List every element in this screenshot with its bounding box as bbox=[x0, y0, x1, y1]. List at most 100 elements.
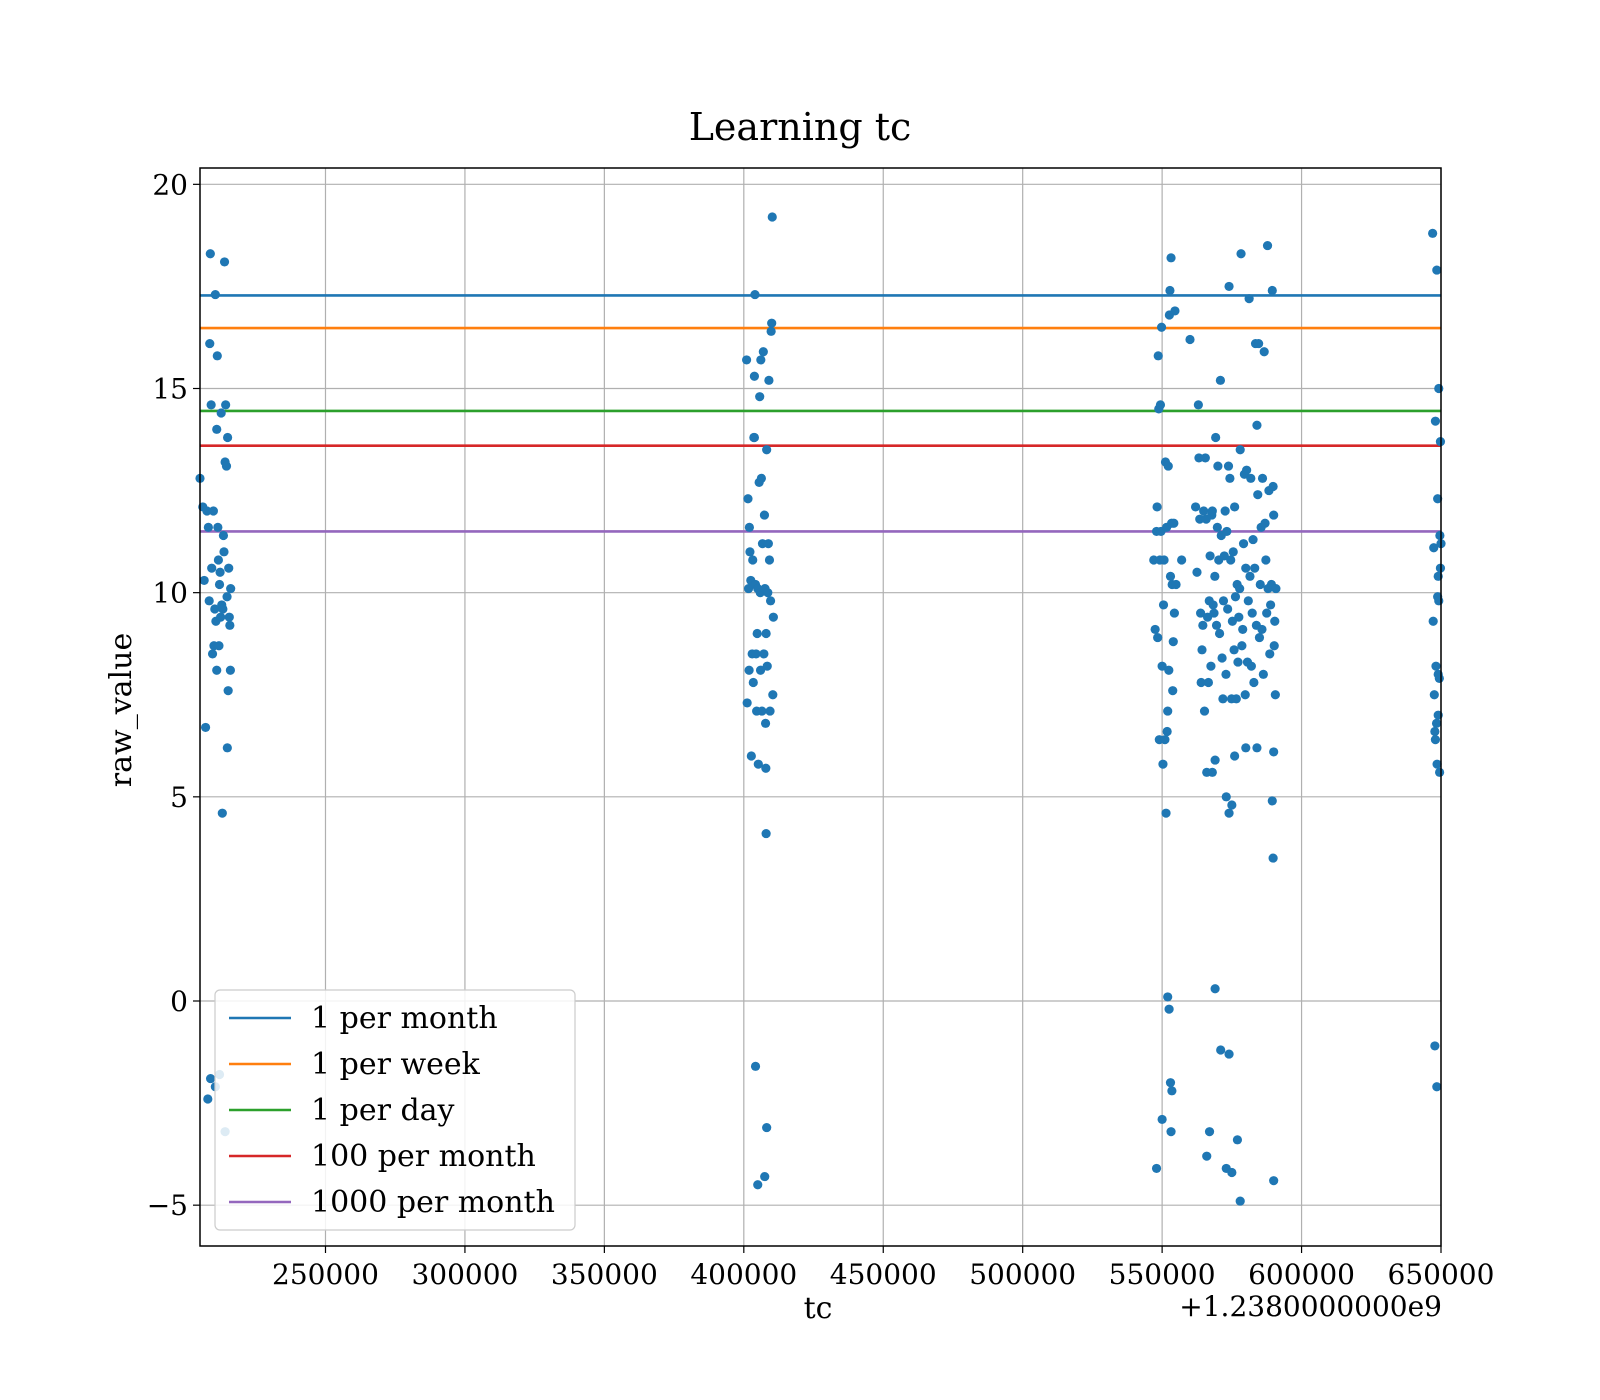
legend-box bbox=[214, 989, 576, 1231]
data-point bbox=[1259, 347, 1269, 357]
data-point bbox=[1270, 616, 1280, 626]
data-point bbox=[1267, 796, 1277, 806]
data-point bbox=[1242, 465, 1252, 475]
data-point bbox=[221, 461, 232, 471]
y-tick-label: 0 bbox=[170, 985, 188, 1018]
data-point bbox=[1241, 743, 1251, 753]
data-point bbox=[1253, 490, 1263, 500]
data-point bbox=[1165, 1078, 1176, 1088]
data-point bbox=[1170, 306, 1180, 316]
data-point bbox=[212, 424, 222, 434]
y-axis-label: raw_value bbox=[104, 633, 139, 787]
data-point bbox=[217, 808, 227, 818]
data-point bbox=[1261, 555, 1271, 565]
data-point bbox=[216, 612, 226, 622]
data-point bbox=[749, 371, 760, 381]
data-point bbox=[1192, 567, 1202, 577]
data-point bbox=[1255, 579, 1265, 590]
data-point bbox=[1235, 1196, 1245, 1206]
data-point bbox=[200, 722, 211, 733]
data-point bbox=[756, 355, 766, 365]
data-point bbox=[1150, 624, 1160, 635]
data-point bbox=[1228, 547, 1238, 557]
data-point bbox=[1252, 743, 1262, 753]
data-point bbox=[203, 1094, 213, 1104]
data-point bbox=[1164, 1004, 1174, 1014]
data-point bbox=[767, 212, 777, 222]
data-point bbox=[751, 649, 761, 659]
data-point bbox=[755, 392, 765, 402]
data-point bbox=[1171, 579, 1181, 590]
data-point bbox=[761, 628, 771, 639]
data-point bbox=[761, 763, 771, 773]
y-tick-label: 20 bbox=[152, 168, 188, 201]
data-point bbox=[1204, 1127, 1215, 1137]
x-tick-label: 350000 bbox=[551, 1258, 658, 1291]
data-point bbox=[1271, 583, 1281, 594]
data-point bbox=[1223, 461, 1234, 471]
data-point bbox=[753, 759, 763, 769]
data-point bbox=[224, 612, 234, 622]
data-point bbox=[760, 1171, 770, 1182]
x-axis-label: tc bbox=[804, 1291, 833, 1326]
plot-frame bbox=[199, 167, 1442, 1247]
data-point bbox=[222, 743, 232, 753]
data-point bbox=[1235, 445, 1245, 455]
data-point bbox=[1210, 755, 1220, 765]
data-point bbox=[746, 751, 756, 761]
axis-ticks: 250000 300000 350000 400000 450000 500000 5500… bbox=[147, 168, 1495, 1291]
data-point bbox=[213, 522, 223, 532]
data-point bbox=[1260, 518, 1270, 528]
data-point bbox=[1197, 645, 1207, 655]
data-point bbox=[1185, 334, 1195, 345]
data-point bbox=[1195, 514, 1205, 524]
data-point bbox=[223, 686, 233, 696]
data-point bbox=[1429, 690, 1439, 700]
data-point bbox=[1224, 281, 1234, 292]
data-point bbox=[221, 400, 231, 410]
x-tick-label: 650000 bbox=[1388, 1258, 1495, 1291]
data-point bbox=[1210, 984, 1220, 994]
data-point bbox=[204, 596, 214, 606]
data-point bbox=[1157, 1114, 1167, 1125]
data-point bbox=[1165, 571, 1176, 581]
data-point bbox=[1152, 502, 1162, 512]
data-point bbox=[225, 620, 235, 630]
data-point bbox=[1196, 608, 1206, 618]
data-point bbox=[758, 347, 768, 357]
data-point bbox=[744, 522, 754, 532]
data-point bbox=[212, 351, 222, 361]
data-point bbox=[1254, 338, 1264, 349]
y-tick-label: −5 bbox=[147, 1189, 188, 1222]
data-point bbox=[1237, 641, 1247, 651]
data-point bbox=[1198, 620, 1208, 630]
data-point bbox=[765, 596, 776, 606]
data-point bbox=[1238, 539, 1249, 549]
data-point bbox=[202, 506, 212, 516]
data-point bbox=[1156, 322, 1167, 332]
data-point bbox=[1430, 735, 1441, 745]
data-point bbox=[1269, 641, 1279, 651]
data-point bbox=[752, 628, 762, 639]
x-axis-offset-label: +1.2380000000e9 bbox=[1179, 1290, 1442, 1323]
data-point bbox=[1167, 1086, 1177, 1096]
data-point bbox=[1166, 253, 1176, 263]
data-point bbox=[1213, 461, 1223, 471]
data-point bbox=[1240, 690, 1250, 700]
data-point bbox=[764, 375, 774, 385]
data-point bbox=[750, 1061, 761, 1071]
data-point bbox=[1268, 853, 1278, 863]
data-point bbox=[1190, 502, 1201, 512]
chart-title: Learning tc bbox=[689, 105, 912, 149]
data-point bbox=[1226, 555, 1236, 565]
data-point bbox=[1433, 592, 1443, 602]
data-point bbox=[208, 506, 218, 516]
data-point bbox=[744, 665, 754, 675]
data-point bbox=[1169, 608, 1179, 618]
data-point bbox=[1269, 510, 1279, 520]
data-point bbox=[1153, 351, 1163, 361]
data-point bbox=[1430, 726, 1440, 737]
y-tick-label: 5 bbox=[170, 781, 188, 814]
data-point bbox=[213, 555, 224, 565]
data-point bbox=[1158, 759, 1168, 769]
